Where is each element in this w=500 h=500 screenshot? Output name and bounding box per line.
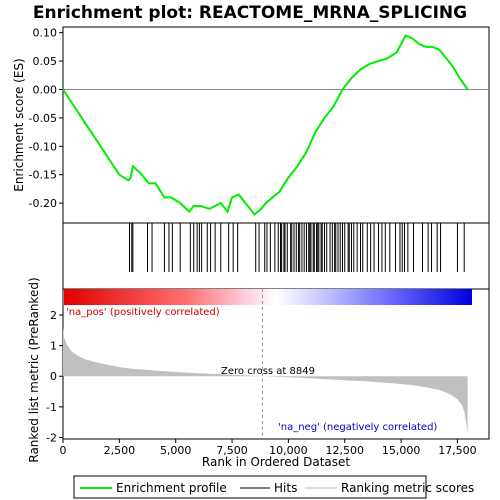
legend-box: [73, 475, 427, 499]
es-y-tick-label: -0.05: [29, 112, 57, 125]
metric-y-tick-label: 0: [50, 370, 57, 383]
es-y-tick-label: 0.10: [33, 27, 58, 40]
x-axis-label: Rank in Ordered Dataset: [202, 455, 350, 469]
hit-marks: [128, 223, 465, 272]
es-y-tick-label: -0.20: [29, 197, 57, 210]
es-y-tick-label: -0.15: [29, 169, 57, 182]
x-tick-label: 7,500: [216, 444, 248, 457]
x-tick-label: 2,500: [104, 444, 136, 457]
es-y-tick-label: -0.10: [29, 140, 57, 153]
metric-y-ticks: 2 1 0 -1 -2: [46, 309, 63, 444]
pos-correlated-label: 'na_pos' (positively correlated): [66, 307, 220, 318]
legend-label-metric: Ranking metric scores: [341, 481, 474, 495]
neg-correlated-label: 'na_neg' (negatively correlated): [278, 422, 437, 433]
ranking-metric-area: [63, 327, 468, 435]
x-tick-label: 5,000: [160, 444, 192, 457]
metric-y-tick-label: -2: [46, 431, 57, 444]
metric-y-tick-label: -1: [46, 401, 57, 414]
es-y-ticks: 0.10 0.05 0.00 -0.05 -0.10 -0.15 -0.20: [29, 27, 63, 210]
rank-heatmap-bar: [64, 289, 472, 305]
x-tick-label: 0: [60, 444, 67, 457]
metric-y-axis-label: Ranked list metric (PreRanked): [27, 277, 41, 462]
x-tick-label: 15,000: [382, 444, 421, 457]
es-y-tick-label: 0.00: [33, 83, 58, 96]
x-tick-label: 17,500: [438, 444, 477, 457]
metric-y-tick-label: 2: [50, 309, 57, 322]
metric-x-ticks: 0 2,500 5,000 7,500 10,000 12,500 15,000 17,500: [60, 439, 477, 457]
es-y-axis-label: Enrichment score (ES): [12, 58, 26, 191]
es-y-tick-label: 0.05: [33, 55, 58, 68]
zero-cross-label: Zero cross at 8849: [221, 366, 315, 377]
metric-y-tick-label: 1: [50, 340, 57, 353]
enrichment-profile-line: [62, 34, 469, 216]
hits-panel-frame: [62, 222, 490, 290]
legend-label-profile: Enrichment profile: [116, 481, 227, 495]
chart-title: Enrichment plot: REACTOME_MRNA_SPLICING: [33, 3, 467, 23]
x-tick-label: 10,000: [269, 444, 308, 457]
legend-label-hits: Hits: [274, 481, 297, 495]
x-tick-label: 12,500: [325, 444, 364, 457]
